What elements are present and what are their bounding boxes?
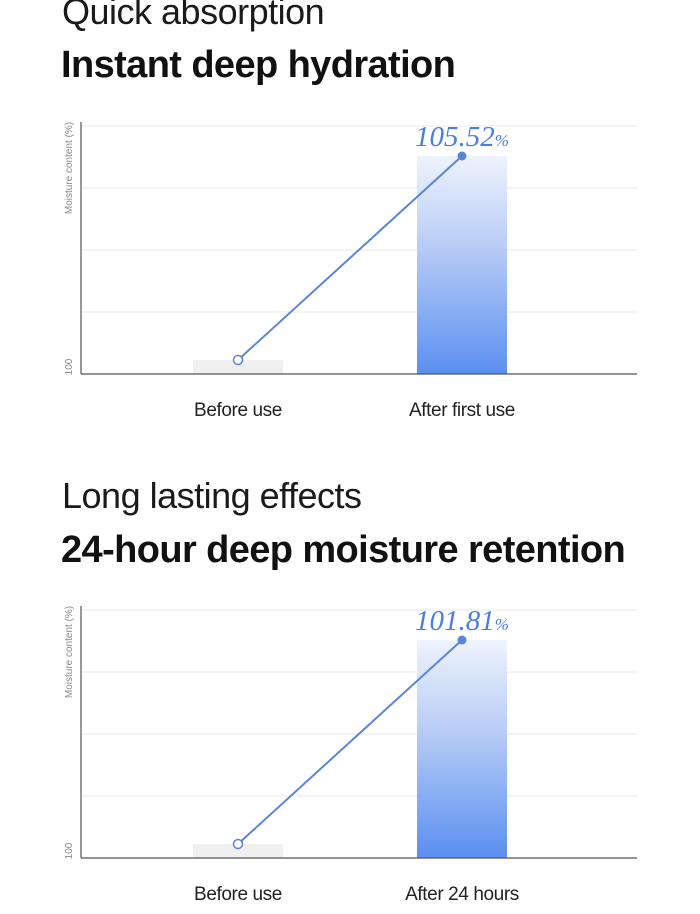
bar-before-use — [193, 360, 283, 374]
category-label: Before use — [194, 400, 282, 421]
data-point-after — [457, 635, 467, 645]
value-unit: % — [495, 615, 509, 634]
section-title: 24-hour deep moisture retention — [61, 529, 626, 571]
y-tick-label: 100 — [64, 842, 75, 859]
chart-section-2: Long lasting effects 24-hour deep moistu… — [0, 470, 700, 905]
value-number: 105.52 — [415, 121, 495, 153]
value-number: 101.81 — [415, 605, 495, 637]
value-label: 101.81% — [415, 605, 509, 637]
section-subtitle: Long lasting effects — [62, 475, 362, 516]
category-label: Before use — [194, 884, 282, 905]
section-title: Instant deep hydration — [61, 44, 456, 86]
data-point-before — [232, 838, 244, 850]
bar-after-use — [417, 640, 507, 858]
y-axis-label: Moisture content (%) — [64, 606, 75, 698]
chart-section-1: Quick absorption Instant deep hydration … — [0, 0, 700, 440]
y-tick-label: 100 — [64, 358, 75, 375]
value-unit: % — [495, 131, 509, 150]
moisture-bar-chart-1: Moisture content (%) 100 105.52% Before use… — [64, 121, 637, 421]
moisture-bar-chart-2: Moisture content (%) 100 101.81% Before use… — [64, 605, 637, 905]
data-point-after — [457, 151, 467, 161]
category-label: After 24 hours — [405, 884, 519, 905]
section-subtitle: Quick absorption — [62, 0, 325, 32]
y-axis-label: Moisture content (%) — [64, 122, 75, 214]
bar-after-use — [417, 156, 507, 374]
value-label: 105.52% — [415, 121, 509, 153]
category-label: After first use — [409, 400, 515, 421]
trend-line — [237, 155, 463, 361]
data-point-before — [232, 354, 244, 366]
